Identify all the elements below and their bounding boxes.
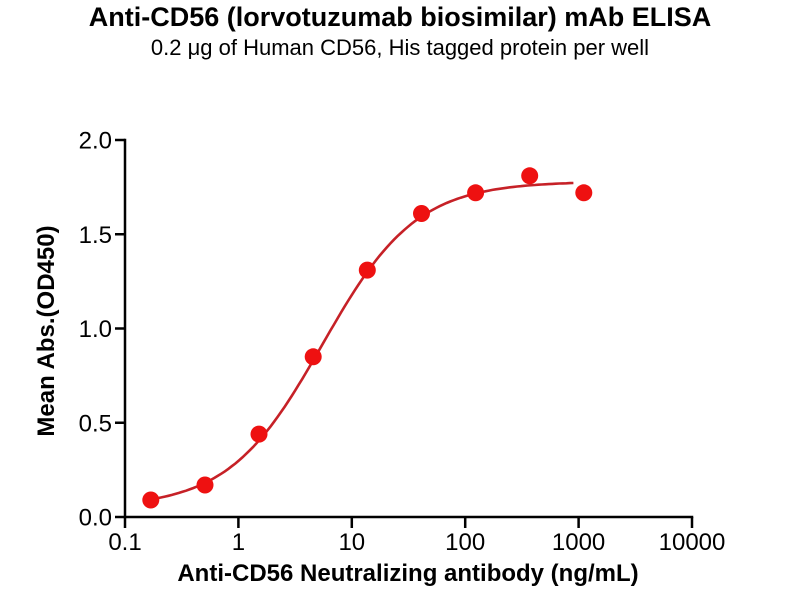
x-tick-label: 0.1 — [108, 529, 141, 556]
data-point — [575, 184, 593, 202]
y-tick-label: 2.0 — [79, 128, 112, 155]
y-tick-label: 1.5 — [79, 222, 112, 249]
data-point — [196, 476, 214, 494]
x-tick-label: 1 — [232, 529, 245, 556]
data-point — [467, 184, 485, 202]
data-point — [142, 491, 160, 509]
data-point — [358, 261, 376, 279]
chart-title: Anti-CD56 (lorvotuzumab biosimilar) mAb … — [88, 2, 712, 32]
x-axis-label: Anti-CD56 Neutralizing antibody (ng/mL) — [177, 560, 639, 587]
chart-subtitle: 0.2 μg of Human CD56, His tagged protein… — [150, 35, 650, 60]
y-tick-label: 0.0 — [79, 505, 112, 532]
x-tick-label: 10 — [338, 529, 365, 556]
data-point — [250, 425, 268, 443]
data-point — [521, 167, 539, 185]
x-tick-label: 10000 — [659, 529, 726, 556]
y-tick-label: 0.5 — [79, 410, 112, 437]
data-point — [413, 205, 430, 222]
x-tick-label: 100 — [445, 529, 485, 556]
y-tick-label: 1.0 — [79, 316, 112, 343]
data-point — [304, 348, 322, 366]
fit-curve — [150, 181, 574, 501]
x-tick-label: 1000 — [552, 529, 605, 556]
axis-spine — [123, 138, 694, 519]
